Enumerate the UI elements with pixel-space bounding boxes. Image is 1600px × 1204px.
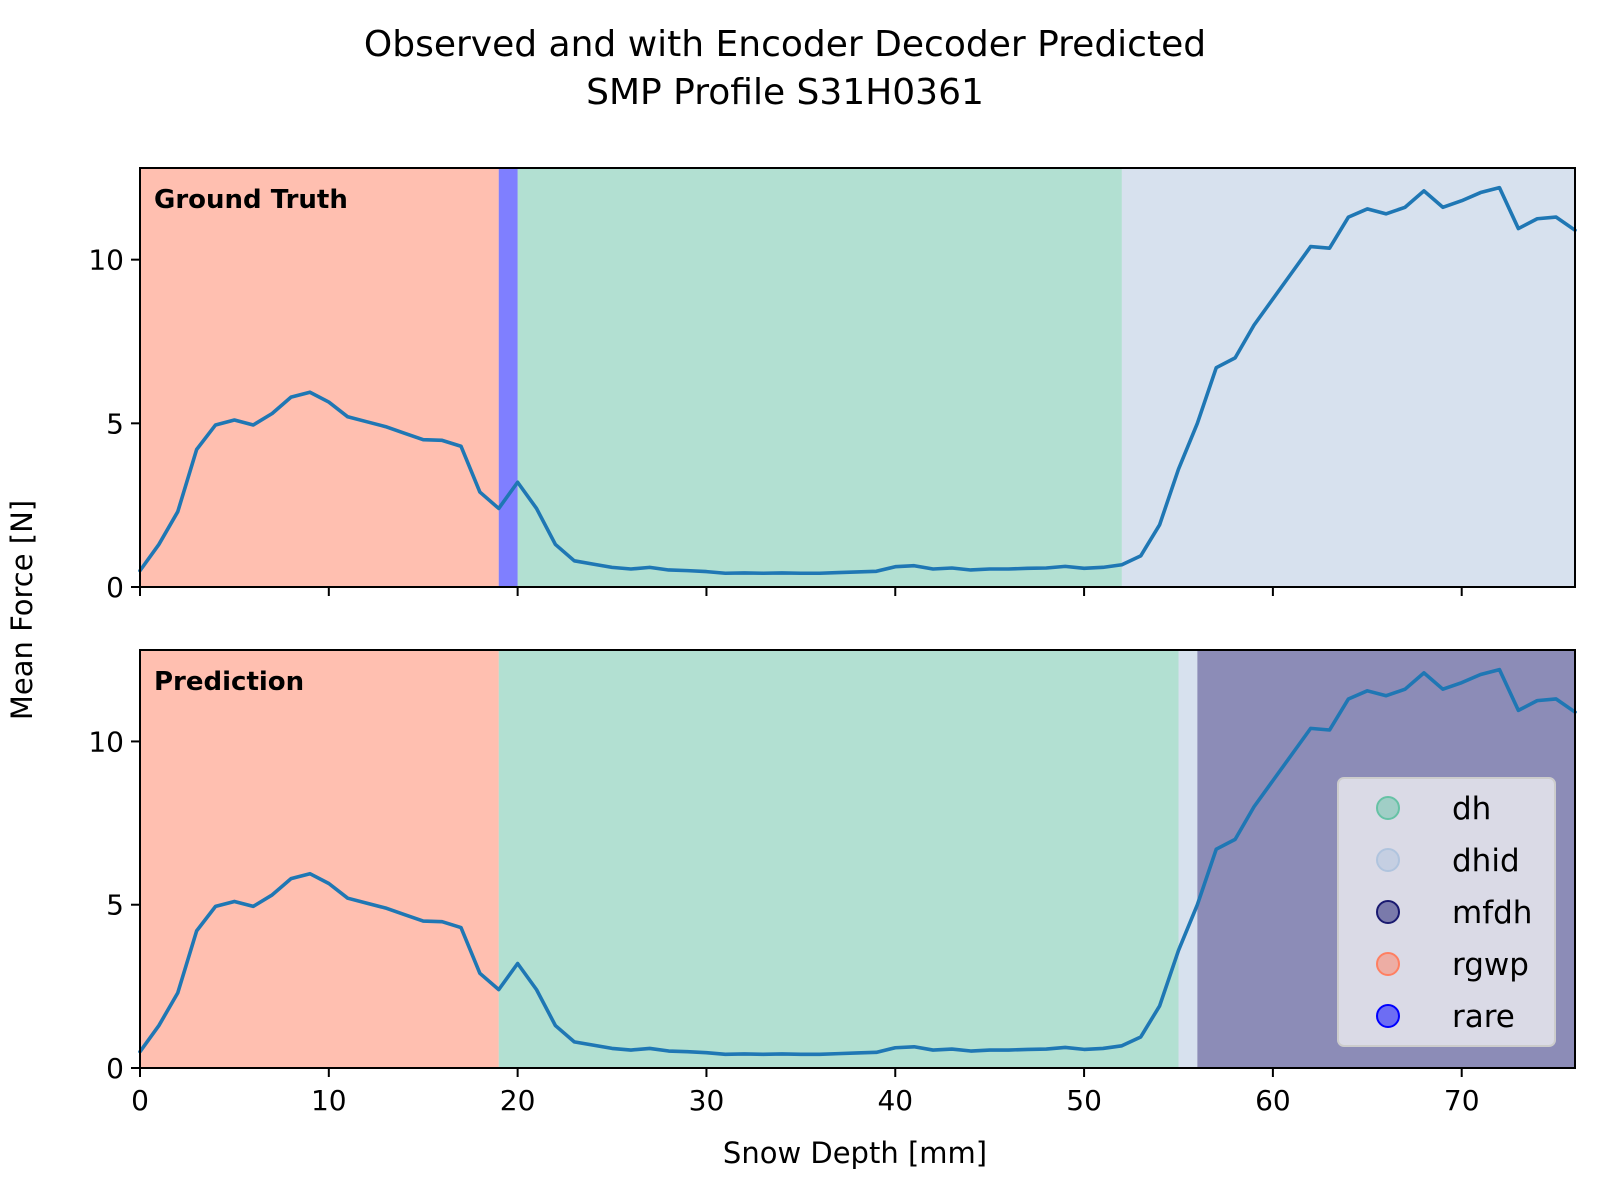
segment-dhid [1178,650,1198,1068]
x-tick-label: 60 [1255,1084,1291,1117]
y-axis-label: Mean Force [N] [5,500,39,720]
legend-label-dh: dh [1452,791,1491,827]
x-tick-label: 40 [877,1084,913,1117]
legend-label-rare: rare [1452,999,1515,1035]
legend-marker-mfdh [1376,900,1400,924]
force-line [138,667,1577,1057]
y-tick-label: 5 [106,407,124,440]
x-tick-label: 30 [689,1084,725,1117]
legend-marker-dhid [1376,848,1400,872]
y-tick-label: 0 [106,571,124,604]
legend-marker-dh [1376,796,1400,820]
chart-title: Observed and with Encoder Decoder Predic… [364,24,1206,65]
chart-subtitle: SMP Profile S31H0361 [586,72,984,113]
segment-rare [498,168,518,587]
x-tick-label: 50 [1066,1084,1102,1117]
segment-rgwp [140,168,499,587]
x-tick-label: 0 [131,1084,149,1117]
legend-marker-rgwp [1376,952,1400,976]
legend-box [1337,777,1556,1047]
panel-label: Ground Truth [154,185,348,215]
y-tick-label: 0 [106,1052,124,1085]
plot-frame [139,649,1576,1069]
panel-ground-truth: Ground Truth 0 5 10 [88,167,1577,604]
x-axis-label: Snow Depth [mm] [723,1136,987,1170]
y-tick-label: 5 [106,889,124,922]
legend-label-mfdh: mfdh [1452,895,1532,931]
legend-marker-rare [1376,1004,1400,1028]
plot-frame [139,167,1576,588]
x-tick-label: 10 [311,1084,347,1117]
legend-label-rgwp: rgwp [1452,947,1529,983]
legend-label-dhid: dhid [1452,843,1520,879]
chart-legend: dh dhid mfdh rgwp rare [1337,777,1556,1047]
panels-layer: Ground Truth 0 5 10 Prediction 0 5 10 0 10 20 30 40 5… [88,167,1577,1117]
panel-label: Prediction [154,667,304,697]
y-tick-label: 10 [88,244,124,277]
segment-rgwp [140,650,499,1068]
y-tick-label: 10 [88,725,124,758]
segment-dh [498,650,1179,1068]
segment-dhid [1121,168,1575,587]
x-tick-label: 20 [500,1084,536,1117]
segment-dh [517,168,1122,587]
force-line [138,185,1577,576]
x-tick-label: 70 [1444,1084,1480,1117]
